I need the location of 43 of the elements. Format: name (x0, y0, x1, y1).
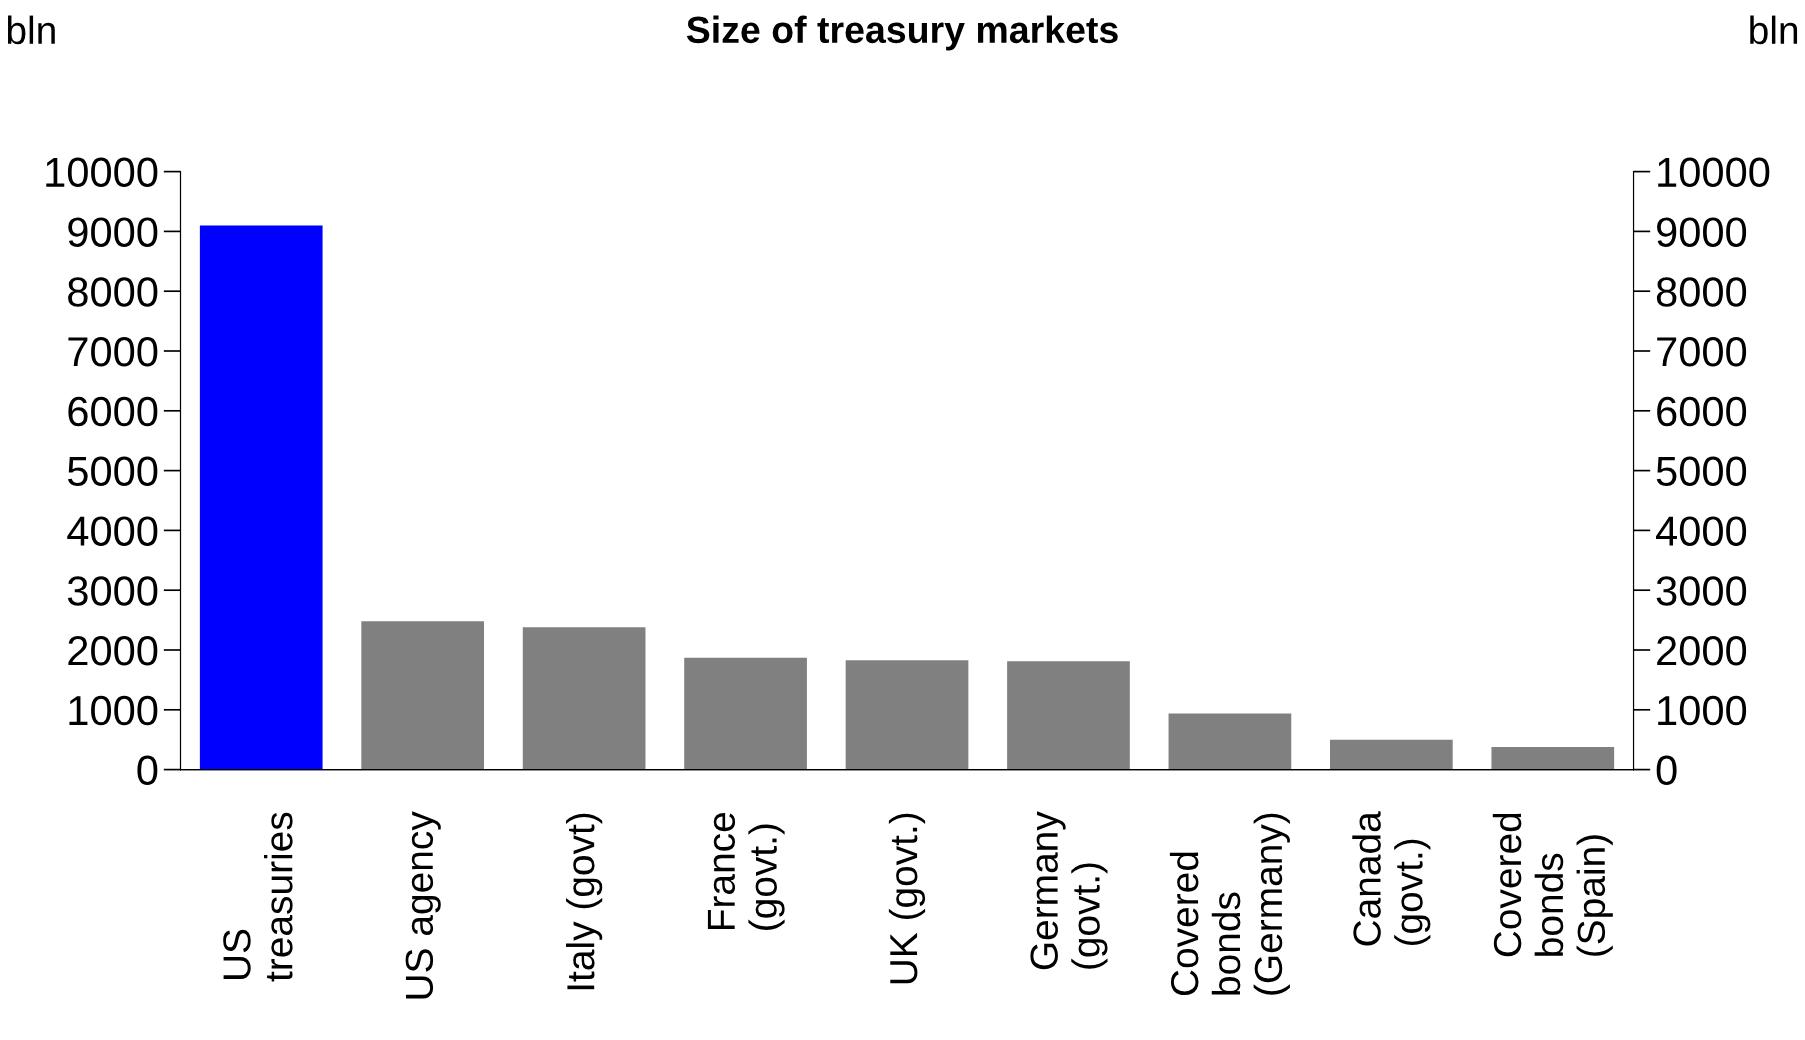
y2-tick-label: 3000 (1656, 576, 1747, 606)
bar (684, 657, 807, 770)
y-tick-label: 7000 (68, 337, 158, 367)
y-tick-label: 2000 (68, 636, 158, 666)
x-tick-label: Covered bonds (Germany) (1169, 813, 1290, 996)
y2-axis-title: bln (1750, 15, 1798, 45)
bar (199, 225, 323, 770)
y2-tick-label: 1000 (1658, 695, 1747, 726)
x-tick-label: US agency (405, 811, 441, 999)
y-axis-title: bln (7, 15, 55, 45)
x-tick-label: UK (govt.) (888, 813, 926, 984)
y-tick-label: 3000 (67, 576, 158, 606)
y2-tick-label: 2000 (1657, 636, 1747, 666)
x-tick-label: Italy (govt) (565, 813, 603, 990)
x-tick-label: Canada (govt.) (1352, 811, 1431, 946)
x-tick-label: France (govt.) (707, 812, 785, 930)
y-tick-label: 9000 (68, 217, 158, 247)
x-tick-label: US treasuries (223, 812, 293, 982)
y2-tick-label: 9000 (1657, 217, 1747, 247)
y-tick-label: 8000 (68, 277, 158, 307)
x-tick-label: Covered bonds (Spain) (1492, 813, 1613, 957)
y2-tick-label: 0 (1656, 755, 1677, 786)
y2-tick-label: 4000 (1656, 516, 1747, 546)
y-tick-label: 4000 (67, 516, 158, 546)
chart-title: Size of treasury markets (686, 15, 1118, 51)
y2-tick-label: 10000 (1658, 157, 1770, 188)
y2-tick-label: 5000 (1656, 456, 1747, 487)
y-tick-label: 6000 (68, 396, 158, 427)
y-tick-label: 1000 (69, 695, 158, 726)
y2-tick-label: 6000 (1657, 396, 1747, 427)
bar (1168, 713, 1292, 770)
y-tick-label: 10000 (46, 157, 158, 188)
y-tick-label: 5000 (67, 456, 158, 487)
bar (361, 621, 485, 770)
y2-tick-label: 8000 (1656, 277, 1747, 307)
x-tick-label: Germany (govt.) (1030, 811, 1108, 970)
bar (845, 660, 969, 770)
y2-tick-label: 7000 (1657, 337, 1747, 367)
bar (1330, 739, 1453, 770)
bar (1491, 746, 1615, 770)
bar (522, 627, 646, 770)
y-tick-label: 0 (137, 755, 158, 786)
bar (1007, 661, 1130, 770)
